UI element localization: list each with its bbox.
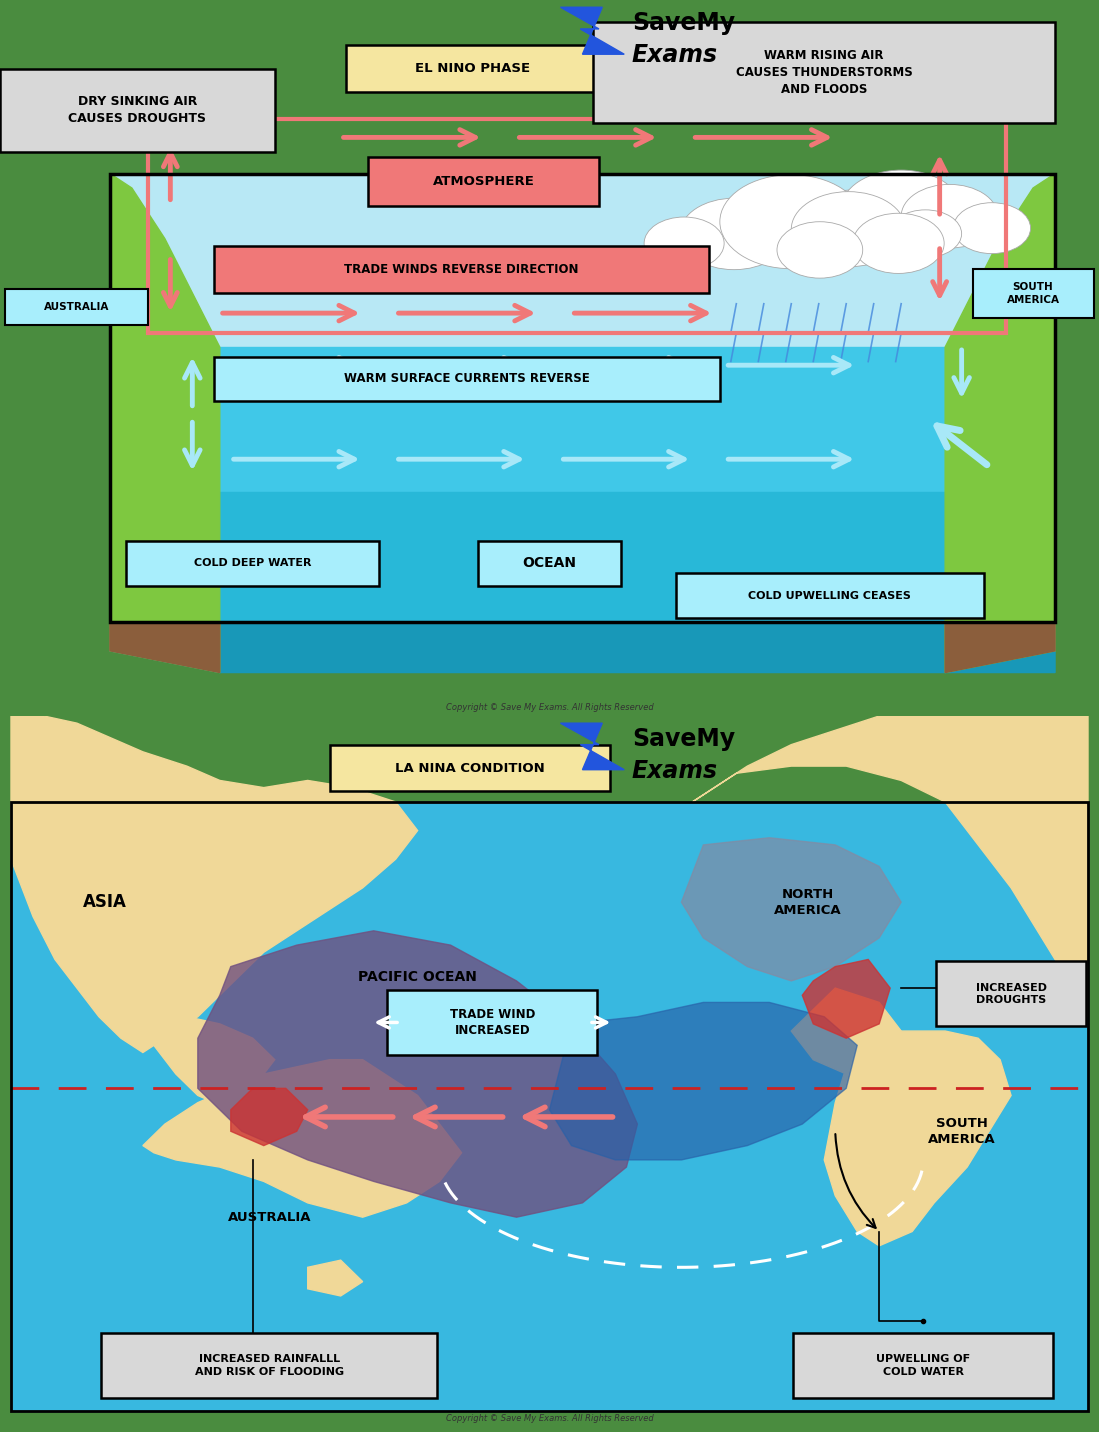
Text: SaveMy: SaveMy xyxy=(632,11,735,34)
Polygon shape xyxy=(110,621,1055,673)
Circle shape xyxy=(777,222,863,278)
Bar xyxy=(110,173,1055,621)
Text: Copyright © Save My Exams. All Rights Reserved: Copyright © Save My Exams. All Rights Re… xyxy=(445,1415,654,1423)
Text: WARM RISING AIR
CAUSES THUNDERSTORMS
AND FLOODS: WARM RISING AIR CAUSES THUNDERSTORMS AND… xyxy=(736,49,912,96)
Text: INCREASED RAINFALLL
AND RISK OF FLOODING: INCREASED RAINFALLL AND RISK OF FLOODING xyxy=(195,1355,344,1376)
Text: SOUTH
AMERICA: SOUTH AMERICA xyxy=(928,1117,996,1146)
Circle shape xyxy=(853,213,944,274)
Polygon shape xyxy=(824,1031,1011,1246)
FancyBboxPatch shape xyxy=(593,21,1055,123)
FancyBboxPatch shape xyxy=(5,289,148,325)
Polygon shape xyxy=(791,988,901,1074)
Polygon shape xyxy=(560,7,624,54)
Text: LA NINA CONDITION: LA NINA CONDITION xyxy=(396,762,545,775)
Circle shape xyxy=(807,190,899,251)
FancyBboxPatch shape xyxy=(214,246,709,294)
Circle shape xyxy=(644,218,724,269)
FancyBboxPatch shape xyxy=(676,573,984,619)
Text: UPWELLING OF
COLD WATER: UPWELLING OF COLD WATER xyxy=(876,1355,970,1376)
Circle shape xyxy=(791,192,906,266)
Circle shape xyxy=(953,203,1031,253)
Circle shape xyxy=(841,170,962,249)
Polygon shape xyxy=(802,959,890,1038)
FancyBboxPatch shape xyxy=(0,69,275,152)
Text: COLD UPWELLING CEASES: COLD UPWELLING CEASES xyxy=(748,591,911,601)
Polygon shape xyxy=(945,173,1055,673)
FancyBboxPatch shape xyxy=(793,1333,1053,1398)
FancyBboxPatch shape xyxy=(478,541,621,586)
FancyBboxPatch shape xyxy=(346,44,599,92)
Text: PACIFIC OCEAN: PACIFIC OCEAN xyxy=(358,971,477,984)
Text: OCEAN: OCEAN xyxy=(522,557,577,570)
Circle shape xyxy=(889,211,962,258)
Bar xyxy=(110,347,1055,491)
Polygon shape xyxy=(154,1017,275,1110)
Text: AUSTRALIA: AUSTRALIA xyxy=(44,302,110,312)
Text: EL NINO PHASE: EL NINO PHASE xyxy=(415,62,530,76)
Text: WARM SURFACE CURRENTS REVERSE: WARM SURFACE CURRENTS REVERSE xyxy=(344,372,590,385)
Polygon shape xyxy=(945,621,1055,673)
Polygon shape xyxy=(110,621,220,673)
FancyBboxPatch shape xyxy=(101,1333,437,1398)
Text: TRADE WIND
INCREASED: TRADE WIND INCREASED xyxy=(449,1008,535,1037)
Text: Copyright © Save My Exams. All Rights Reserved: Copyright © Save My Exams. All Rights Re… xyxy=(445,703,654,712)
Polygon shape xyxy=(143,1060,462,1217)
Polygon shape xyxy=(550,1002,857,1160)
Polygon shape xyxy=(231,1088,308,1146)
Text: ATMOSPHERE: ATMOSPHERE xyxy=(433,175,534,188)
Text: AUSTRALIA: AUSTRALIA xyxy=(227,1210,311,1224)
Bar xyxy=(11,802,1088,1411)
Circle shape xyxy=(901,185,998,248)
Text: ASIA: ASIA xyxy=(82,894,126,911)
Text: TRADE WINDS REVERSE DIRECTION: TRADE WINDS REVERSE DIRECTION xyxy=(344,263,579,276)
FancyBboxPatch shape xyxy=(126,541,379,586)
Text: COLD DEEP WATER: COLD DEEP WATER xyxy=(195,558,311,569)
Text: SOUTH
AMERICA: SOUTH AMERICA xyxy=(1007,282,1059,305)
FancyBboxPatch shape xyxy=(387,990,597,1054)
Text: Exams: Exams xyxy=(632,759,718,783)
FancyBboxPatch shape xyxy=(330,745,610,790)
Polygon shape xyxy=(560,723,624,769)
Text: DRY SINKING AIR
CAUSES DROUGHTS: DRY SINKING AIR CAUSES DROUGHTS xyxy=(68,95,207,125)
Polygon shape xyxy=(264,1131,308,1160)
Polygon shape xyxy=(308,1260,363,1296)
Text: NORTH
AMERICA: NORTH AMERICA xyxy=(774,888,842,916)
Circle shape xyxy=(720,175,863,269)
FancyBboxPatch shape xyxy=(973,269,1094,318)
Polygon shape xyxy=(220,1117,275,1146)
Circle shape xyxy=(777,206,844,251)
Polygon shape xyxy=(681,838,901,981)
Bar xyxy=(11,802,1088,1411)
Polygon shape xyxy=(110,173,220,673)
Text: SaveMy: SaveMy xyxy=(632,727,735,750)
FancyBboxPatch shape xyxy=(368,158,599,206)
Circle shape xyxy=(680,198,788,269)
FancyBboxPatch shape xyxy=(936,961,1086,1025)
Polygon shape xyxy=(692,716,1088,1017)
Bar xyxy=(110,491,1055,621)
Text: Exams: Exams xyxy=(632,43,718,67)
Bar xyxy=(110,173,1055,347)
Text: INCREASED
DROUGHTS: INCREASED DROUGHTS xyxy=(976,982,1046,1005)
Polygon shape xyxy=(11,716,418,1053)
FancyBboxPatch shape xyxy=(214,357,720,401)
Polygon shape xyxy=(198,931,637,1217)
